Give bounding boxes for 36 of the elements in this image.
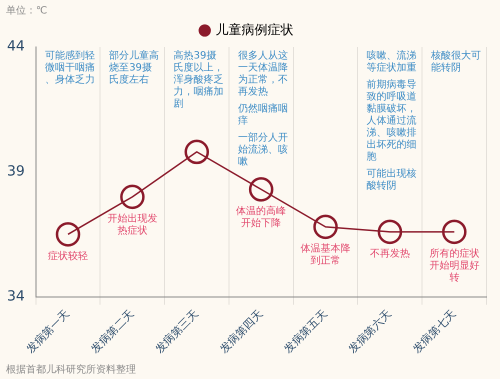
y-tick-label: 39 (6, 164, 25, 180)
annotation: 可能出现核酸转阴 (366, 168, 417, 192)
text: 根据首都儿科研究所资料整理 (6, 364, 136, 376)
y-tick-label: 34 (6, 288, 25, 304)
y-tick-label: 44 (6, 38, 25, 55)
y-axis-title: 单位：℃ (6, 4, 48, 17)
annotation: 体温基本降到正常 (300, 242, 351, 266)
x-tick-label: 发病第四天 (217, 307, 266, 356)
point (442, 220, 467, 244)
annotation: 所有的症状开始明显好转 (429, 247, 480, 284)
annotation: 很多人从这一天体温降为正常，不再发热 (238, 50, 288, 98)
annotation: 高热39摄氏度以上，浑身酸疼乏力，咽痛加剧 (174, 50, 224, 110)
annotation: 一部分人开始流涕、咳嗽 (238, 132, 288, 168)
x-tick-label: 发病第五天 (282, 307, 330, 356)
x-tick-label: 发病第二天 (88, 307, 137, 356)
annotation: 咳嗽、流涕等症状加重 (366, 50, 417, 74)
annotation: 部分儿童高烧至39摄氏度左右 (109, 50, 160, 86)
x-tick-label: 发病第三天 (152, 307, 201, 356)
annotation: 可能感到轻微咽干咽痛、身体乏力 (44, 50, 95, 86)
x-tick-label: 发病第七天 (410, 307, 458, 356)
point (248, 177, 274, 202)
annotation: 前期病毒导致的呼吸道黏膜破坏，人体通过流涕、咳嗽排出坏死的细胞 (366, 78, 417, 163)
annotation: 仍然咽痛咽痒 (236, 102, 288, 127)
annotation: 核酸很大可能转阴 (430, 50, 482, 74)
annotation: 体温的高峰开始下降 (236, 204, 286, 229)
point (56, 222, 80, 247)
annotation: 不再发热 (370, 248, 410, 260)
point (313, 214, 338, 240)
point (120, 184, 145, 210)
annotation: 开始出现发热症状 (107, 212, 158, 236)
legend-label: 儿童病例症状 (215, 22, 294, 38)
annotation: 症状较轻 (48, 250, 88, 262)
x-tick-label: 发病第六天 (346, 307, 394, 356)
point (184, 140, 210, 164)
x-tick-label: 发病第一天 (24, 307, 72, 356)
point (378, 220, 402, 244)
